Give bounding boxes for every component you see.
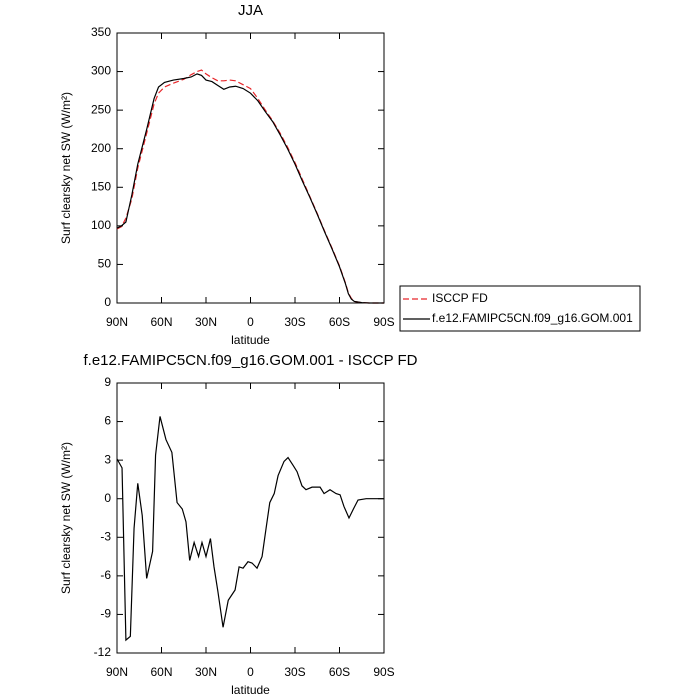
x-tick-label: 90N — [106, 665, 128, 679]
plot-frame — [116, 382, 385, 654]
x-tick-label: 0 — [247, 315, 254, 329]
y-tick-label: 9 — [104, 375, 111, 389]
data-line — [116, 416, 384, 642]
legend-label: f.e12.FAMIPC5CN.f09_g16.GOM.001 — [432, 311, 633, 325]
y-tick-label: 350 — [91, 25, 111, 39]
y-tick-label: 50 — [98, 257, 112, 271]
y-tick-label: 0 — [104, 295, 111, 309]
x-tick-label: 60S — [329, 665, 350, 679]
chart-title: f.e12.FAMIPC5CN.f09_g16.GOM.001 - ISCCP … — [83, 352, 417, 369]
data-line — [116, 69, 384, 304]
y-tick-label: 200 — [91, 141, 111, 155]
y-tick-label: -9 — [100, 607, 111, 621]
y-tick-label: -6 — [100, 568, 111, 582]
x-tick-label: 30S — [284, 315, 305, 329]
x-tick-label: 30S — [284, 665, 305, 679]
x-tick-label: 90S — [373, 315, 394, 329]
data-line — [116, 73, 384, 304]
y-tick-label: 150 — [91, 179, 111, 193]
legend-label: ISCCP FD — [432, 291, 488, 305]
x-tick-label: 60N — [150, 665, 172, 679]
x-axis-label: latitude — [231, 683, 270, 697]
x-axis-label: latitude — [231, 333, 270, 347]
x-tick-label: 30N — [195, 665, 217, 679]
y-tick-label: -3 — [100, 529, 111, 543]
y-tick-label: -12 — [94, 645, 112, 659]
x-tick-label: 60N — [150, 315, 172, 329]
y-tick-label: 0 — [104, 491, 111, 505]
x-tick-label: 90N — [106, 315, 128, 329]
x-tick-label: 30N — [195, 315, 217, 329]
x-tick-label: 90S — [373, 665, 394, 679]
legend-box — [399, 285, 641, 332]
y-axis-label: Surf clearsky net SW (W/m²) — [59, 92, 73, 244]
y-tick-label: 100 — [91, 218, 111, 232]
y-tick-label: 300 — [91, 64, 111, 78]
chart-title: JJA — [238, 2, 263, 19]
y-tick-label: 250 — [91, 102, 111, 116]
x-tick-label: 60S — [329, 315, 350, 329]
y-axis-label: Surf clearsky net SW (W/m²) — [59, 442, 73, 594]
plot-frame — [116, 32, 385, 304]
x-tick-label: 0 — [247, 665, 254, 679]
y-tick-label: 3 — [104, 452, 111, 466]
y-tick-label: 6 — [104, 414, 111, 428]
